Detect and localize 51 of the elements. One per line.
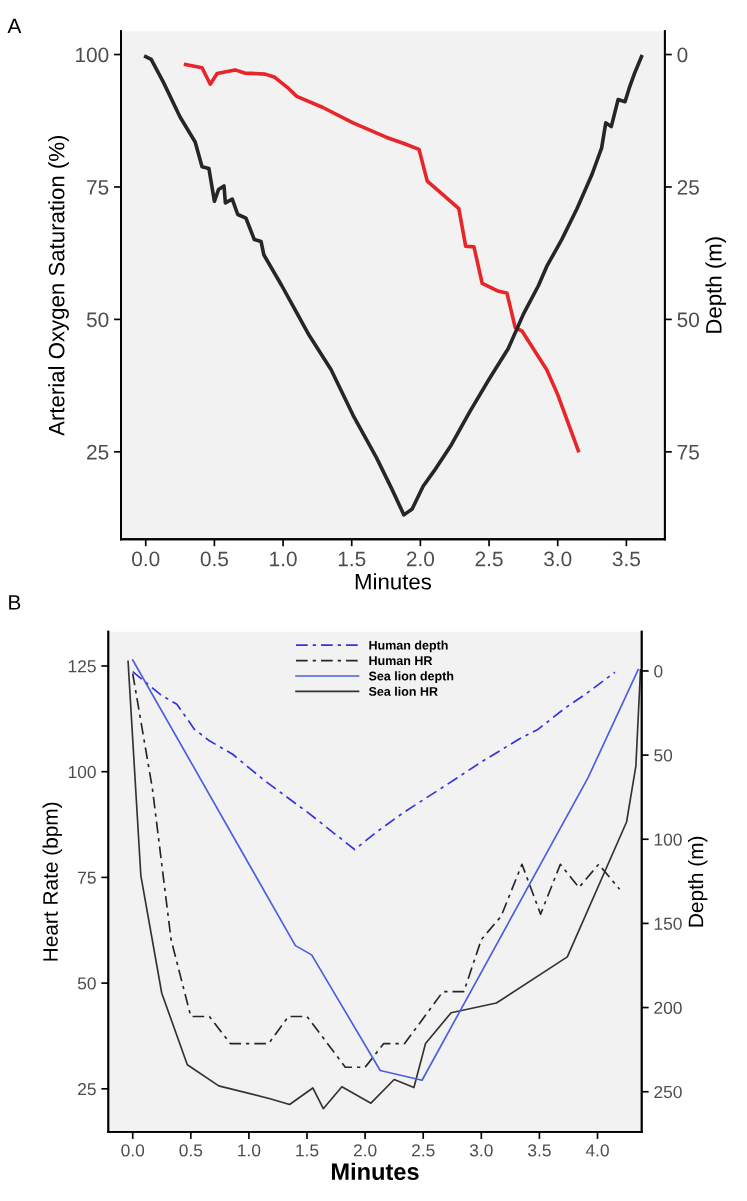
y2-tick-label: 100 <box>654 833 682 846</box>
y-tick-label: 25 <box>78 1082 96 1096</box>
y-tick-label: 25 <box>87 444 109 460</box>
y2-tick-label: 250 <box>654 1085 682 1099</box>
x-tick-label: 2.0 <box>406 551 435 567</box>
x-tick-label: 1.5 <box>296 1144 319 1157</box>
y-tick-label: 125 <box>68 660 96 673</box>
y2-tick-label: 0 <box>677 47 688 63</box>
y2-axis-title: Depth (m) <box>705 237 727 333</box>
x-tick-label: 0.0 <box>121 1144 145 1157</box>
y-tick-label: 100 <box>68 765 96 779</box>
x-tick-label: 0.5 <box>200 551 228 567</box>
x-tick-label: 2.5 <box>475 551 503 567</box>
x-tick-label: 3.5 <box>528 1144 551 1157</box>
legend-label: Sea lion depth <box>368 671 454 683</box>
y2-tick-label: 25 <box>677 179 699 195</box>
y-tick-label: 75 <box>78 871 96 884</box>
y-tick-label: 75 <box>87 180 109 195</box>
y-axis-title: Heart Rate (bpm) <box>42 802 62 961</box>
y-axis-title: Arterial Oxygen Saturation (%) <box>48 135 69 436</box>
y2-tick-label: 0 <box>654 665 663 678</box>
x-axis-title: Minutes <box>355 573 432 590</box>
y2-axis-title: Depth (m) <box>688 836 708 927</box>
x-tick-label: 0.0 <box>132 551 160 567</box>
line-series <box>183 62 581 453</box>
y2-tick-label: 200 <box>654 1001 682 1015</box>
x-tick-label: 1.5 <box>338 551 366 567</box>
line-series <box>143 54 644 517</box>
x-tick-label: 2.5 <box>412 1144 435 1157</box>
x-tick-label: 2.0 <box>353 1144 377 1157</box>
x-tick-label: 0.5 <box>179 1144 203 1157</box>
y2-tick-label: 50 <box>654 749 673 762</box>
x-tick-label: 4.0 <box>585 1144 609 1157</box>
y-tick-label: 50 <box>77 977 96 990</box>
x-tick-label: 3.5 <box>612 551 640 567</box>
y-tick-label: 100 <box>76 47 109 63</box>
x-tick-label: 3.0 <box>544 551 572 567</box>
y-tick-label: 50 <box>86 312 109 328</box>
x-tick-label: 1.0 <box>238 1144 261 1157</box>
y2-tick-label: 50 <box>677 312 699 328</box>
legend-label: Human depth <box>369 640 448 653</box>
line-series <box>131 670 616 851</box>
legend-label: Sea lion HR <box>368 686 438 696</box>
text: A <box>7 18 22 34</box>
x-tick-label: 3.0 <box>469 1144 493 1157</box>
y2-tick-label: 150 <box>654 917 682 930</box>
x-tick-label: 1.0 <box>270 551 297 567</box>
x-axis-title: Minutes <box>331 1162 419 1181</box>
y2-tick-label: 75 <box>677 445 699 460</box>
legend-label: Human HR <box>369 656 433 666</box>
text: B <box>9 595 21 610</box>
